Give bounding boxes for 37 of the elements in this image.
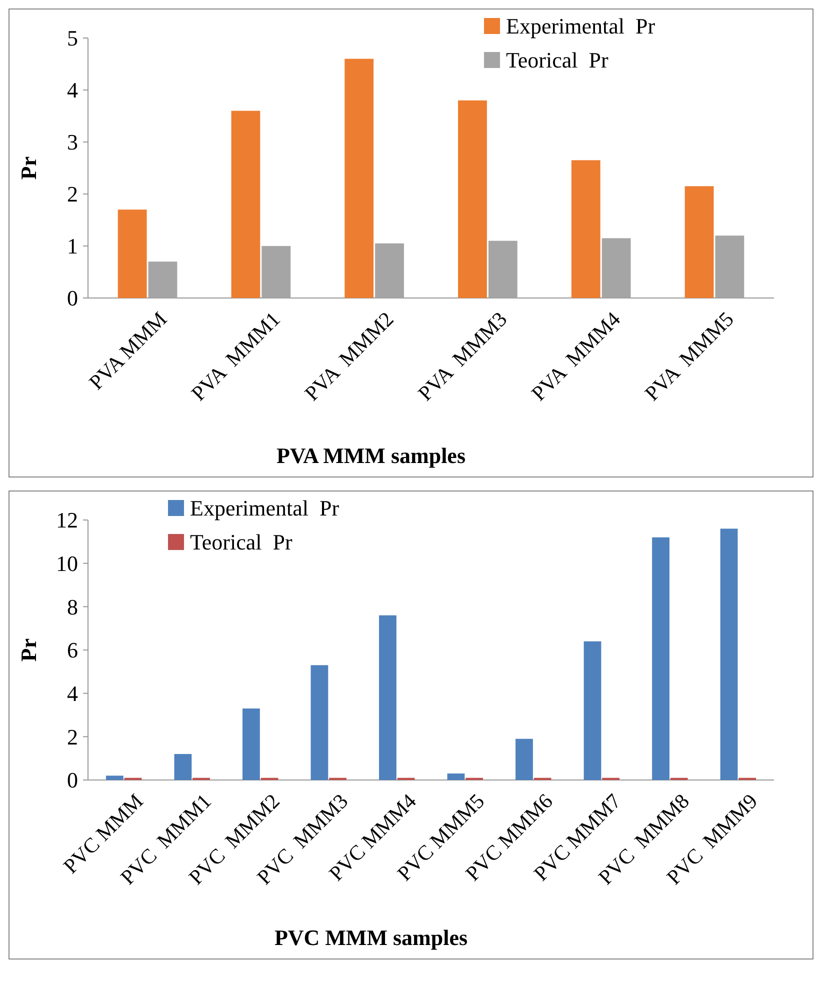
y-axis-title: Pr [16, 156, 41, 180]
bar [720, 528, 738, 780]
bar [652, 537, 670, 780]
y-tick-label: 1 [67, 234, 78, 259]
bar [106, 776, 124, 780]
y-tick-label: 12 [56, 508, 78, 533]
y-tick-label: 0 [67, 286, 78, 311]
bar [684, 186, 714, 298]
bar [231, 110, 260, 298]
bar [458, 100, 487, 298]
legend-label: Experimental Pr [506, 14, 656, 39]
y-tick-label: 6 [67, 638, 78, 663]
y-axis-title: Pr [16, 638, 41, 662]
y-tick-label: 2 [67, 182, 78, 207]
x-axis-title: PVC MMM samples [274, 925, 468, 950]
bar [174, 754, 192, 780]
legend-label: Teorical Pr [190, 530, 293, 555]
bar [584, 641, 602, 780]
bar [516, 738, 533, 780]
bar [118, 210, 147, 298]
y-tick-label: 4 [67, 681, 78, 706]
legend-label: Teorical Pr [506, 48, 609, 73]
legend-label: Experimental Pr [190, 496, 340, 521]
y-tick-label: 3 [67, 130, 78, 155]
bar [379, 615, 396, 780]
y-tick-label: 0 [67, 768, 78, 793]
y-tick-label: 4 [67, 78, 78, 103]
bar [447, 774, 465, 780]
bar [242, 708, 260, 780]
bar [310, 665, 328, 780]
y-tick-label: 5 [67, 26, 78, 51]
bar [571, 160, 600, 298]
y-tick-label: 10 [56, 551, 78, 576]
x-axis-title: PVA MMM samples [276, 443, 466, 468]
y-tick-label: 8 [67, 594, 78, 620]
bar [344, 58, 374, 298]
y-tick-label: 2 [67, 724, 78, 750]
